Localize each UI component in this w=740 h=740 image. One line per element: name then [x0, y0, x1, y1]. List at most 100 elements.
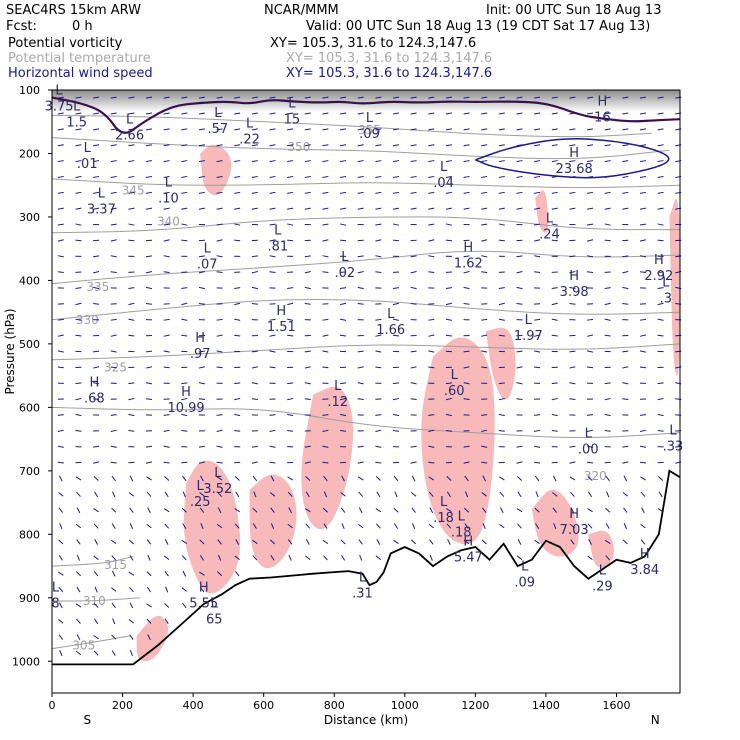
wind-barb [622, 286, 629, 290]
wind-barb [517, 539, 522, 545]
wind-barb [445, 413, 452, 417]
wind-barb [145, 112, 153, 115]
theta-contour-label: 310 [83, 594, 106, 608]
wind-barb [322, 175, 329, 178]
wind-barb [358, 491, 364, 497]
wind-barb [586, 112, 594, 115]
wind-barb [181, 207, 188, 210]
wind-barb [428, 112, 435, 115]
wind-barb [340, 334, 347, 337]
wind-barb [657, 160, 664, 163]
wind-barb [657, 429, 664, 432]
wind-barb [498, 160, 505, 163]
wind-barb [623, 475, 628, 482]
wind-barb [128, 429, 135, 432]
wind-barb [605, 523, 610, 529]
wind-barb [445, 223, 452, 226]
wind-barb [552, 475, 557, 482]
wind-barb [181, 96, 188, 99]
wind-barb [535, 491, 539, 498]
wind-barb [534, 414, 541, 416]
theta-contour-label: 335 [86, 280, 109, 294]
wind-barb [322, 96, 329, 99]
wind-barb [357, 207, 364, 210]
wind-barb [463, 255, 470, 258]
wind-barb [75, 382, 82, 385]
wind-barb [110, 445, 117, 448]
wind-barb [322, 414, 329, 416]
wind-barb [322, 128, 329, 131]
wind-barb [164, 476, 170, 481]
wind-barb [198, 382, 205, 385]
wind-barb [234, 175, 241, 178]
wind-barb [481, 492, 487, 497]
wind-barb [428, 160, 435, 163]
wind-barb [252, 539, 258, 544]
wind-barb [216, 96, 223, 99]
wind-barb [657, 239, 664, 242]
wind-barb [445, 144, 452, 147]
wind-barb [200, 475, 204, 482]
wind-barb [182, 570, 187, 577]
wind-barb [322, 461, 329, 464]
wind-barb [181, 160, 188, 163]
wind-barb [128, 96, 135, 99]
wind-barb [182, 602, 187, 609]
wind-barb [551, 429, 558, 432]
wind-barb [569, 445, 576, 448]
wind-barb [146, 603, 152, 608]
wind-barb [586, 239, 594, 242]
wind-barb [110, 539, 117, 544]
wind-barb [217, 491, 222, 497]
wind-barb [216, 476, 223, 481]
wind-barb [181, 112, 188, 115]
wind-barb [463, 112, 470, 115]
theta-contour-label: 330 [76, 313, 99, 327]
wind-barb [534, 429, 541, 433]
wind-barb [657, 112, 664, 115]
wind-barb [341, 475, 345, 482]
extremum-marker: H [654, 253, 664, 268]
wind-barb [129, 507, 134, 513]
wind-barb [463, 382, 470, 385]
extremum-value: .18 [433, 511, 454, 526]
wind-barb [216, 523, 223, 529]
theta-contour-label: 355 [358, 123, 381, 137]
wind-barb [410, 303, 417, 305]
wind-barb [482, 475, 486, 482]
wind-barb [340, 318, 347, 321]
wind-barb [516, 382, 523, 385]
wind-barb [551, 160, 558, 163]
wind-barb [128, 239, 135, 242]
wind-barb [304, 207, 311, 210]
wind-barb [76, 634, 81, 641]
wind-barb [357, 476, 364, 481]
wind-barb [251, 271, 258, 274]
wind-barb [235, 570, 240, 577]
wind-barb [128, 397, 135, 401]
wind-barb [551, 302, 558, 306]
wind-barb [75, 650, 82, 656]
wind-barb [287, 523, 293, 529]
wind-barb [340, 223, 347, 226]
y-tick-label: 700 [19, 465, 40, 478]
wind-barb [411, 539, 417, 545]
wind-barb [375, 523, 381, 529]
wind-barb [639, 128, 646, 131]
wind-barb [75, 128, 82, 131]
wind-barb [181, 334, 188, 337]
wind-barb [586, 350, 594, 353]
wind-barb [445, 302, 452, 306]
wind-barb [287, 144, 294, 147]
wind-barb [375, 175, 382, 178]
wind-barb [323, 491, 328, 498]
wind-barb [111, 650, 116, 656]
theta-contour-label: 345 [122, 183, 145, 197]
wind-barb [588, 491, 593, 498]
wind-barb [198, 175, 205, 178]
y-tick-label: 100 [19, 84, 40, 97]
wind-barb [216, 271, 223, 274]
wind-barb [57, 461, 64, 464]
wind-barb [428, 366, 435, 369]
wind-barb [498, 397, 505, 401]
